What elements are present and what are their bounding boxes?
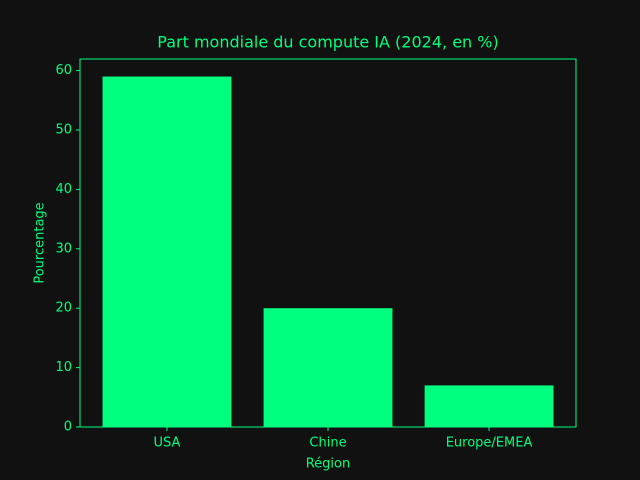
y-tick-label: 60 xyxy=(55,63,72,78)
y-tick-label: 20 xyxy=(55,301,72,316)
x-axis-label: Région xyxy=(306,457,351,472)
y-tick-label: 30 xyxy=(55,241,72,256)
bar xyxy=(263,308,393,427)
y-tick-label: 10 xyxy=(55,360,72,375)
x-tick-label: USA xyxy=(154,436,181,451)
y-tick-label: 0 xyxy=(64,420,72,435)
bar xyxy=(102,76,232,428)
y-tick-label: 50 xyxy=(55,122,72,137)
y-tick-label: 40 xyxy=(55,182,72,197)
bar xyxy=(424,385,554,427)
x-tick-label: Europe/EMEA xyxy=(446,436,533,451)
plot-frame xyxy=(79,58,577,428)
y-axis-label: Pourcentage xyxy=(33,202,48,283)
x-tick-label: Chine xyxy=(309,436,346,451)
chart-title: Part mondiale du compute IA (2024, en %) xyxy=(157,33,498,52)
